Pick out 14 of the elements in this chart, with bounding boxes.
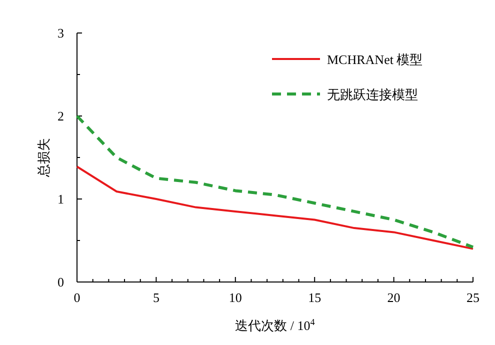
y-tick-label: 3	[58, 26, 64, 40]
y-tick-label: 0	[58, 274, 64, 290]
legend-label: MCHRANet 模型	[327, 52, 423, 67]
x-tick-label: 15	[308, 290, 322, 305]
x-axis-title: 迭代次数 / 10$^{4}$	[235, 317, 316, 333]
x-tick-label: 0	[74, 290, 80, 305]
y-axis-title: 总损失	[36, 138, 51, 178]
x-tick-label: 25	[466, 290, 480, 305]
y-tick-label: 1	[58, 192, 64, 206]
x-tick-label: 5	[152, 290, 160, 305]
x-tick-label: 10	[228, 290, 242, 305]
x-tick-label: 20	[387, 290, 400, 305]
legend-label: 无跳跃连接模型	[327, 87, 418, 102]
y-tick-label: 2	[58, 108, 64, 124]
